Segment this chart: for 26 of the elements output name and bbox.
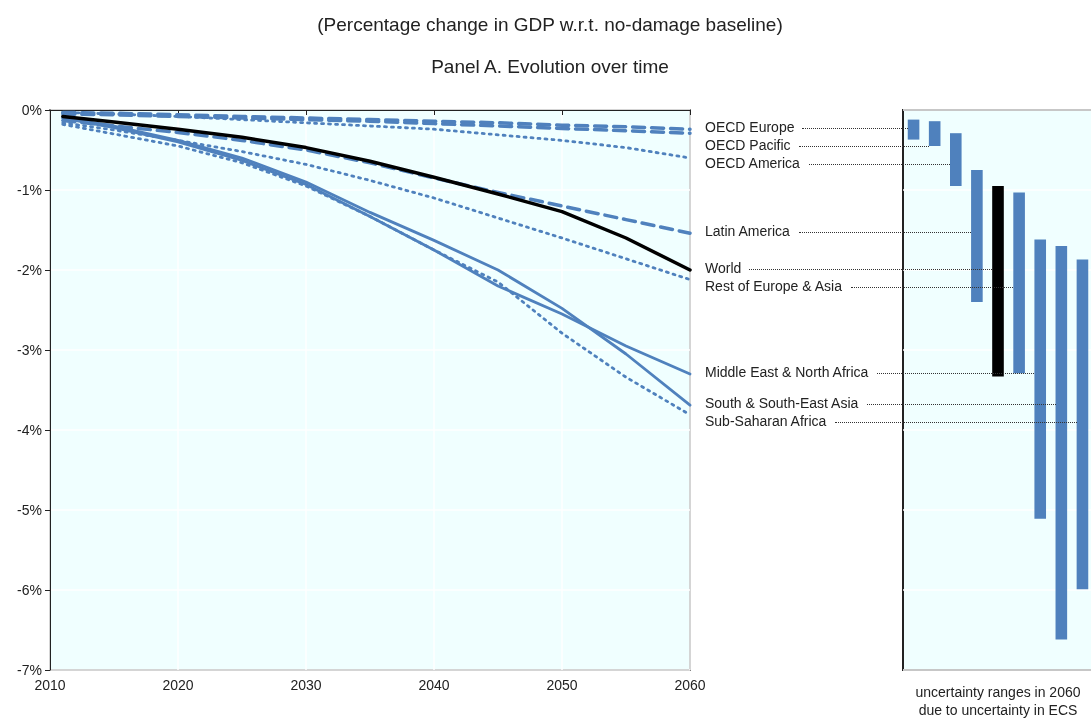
x-tick-label: 2050: [546, 677, 578, 693]
y-tick-label: -4%: [17, 422, 42, 438]
x-tick-label: 2020: [162, 677, 194, 693]
chart-subtitle: Panel A. Evolution over time: [431, 56, 669, 77]
series-label: World: [705, 260, 742, 276]
y-tick-label: -3%: [17, 342, 42, 358]
series-label: OECD America: [705, 155, 801, 172]
x-tick-label: 2030: [290, 677, 322, 693]
x-tick-label: 2040: [418, 677, 450, 693]
series-label: OECD Pacific: [705, 137, 791, 154]
series-label: Middle East & North Africa: [705, 364, 869, 380]
y-tick-label: -6%: [17, 582, 42, 598]
series-label: Latin America: [705, 223, 791, 240]
series-label: OECD Europe: [705, 119, 795, 136]
x-tick-label: 2010: [34, 677, 66, 693]
y-tick-label: -5%: [17, 502, 42, 518]
x-axis-title: uncertainty ranges in 2060 due to uncertainty in ECS: [915, 683, 1081, 718]
y-tick-label: -2%: [17, 262, 42, 278]
chart-title: (Percentage change in GDP w.r.t. no-damage baseline): [317, 14, 783, 35]
y-tick-label: 0%: [21, 102, 42, 118]
series-label: Rest of Europe & Asia: [705, 278, 843, 294]
x-tick-label: 2060: [674, 677, 706, 693]
series-label: Sub-Saharan Africa: [705, 413, 827, 430]
y-tick-label: -7%: [17, 662, 42, 678]
series-label: South & South-East Asia: [705, 395, 859, 412]
y-tick-label: -1%: [17, 182, 42, 198]
